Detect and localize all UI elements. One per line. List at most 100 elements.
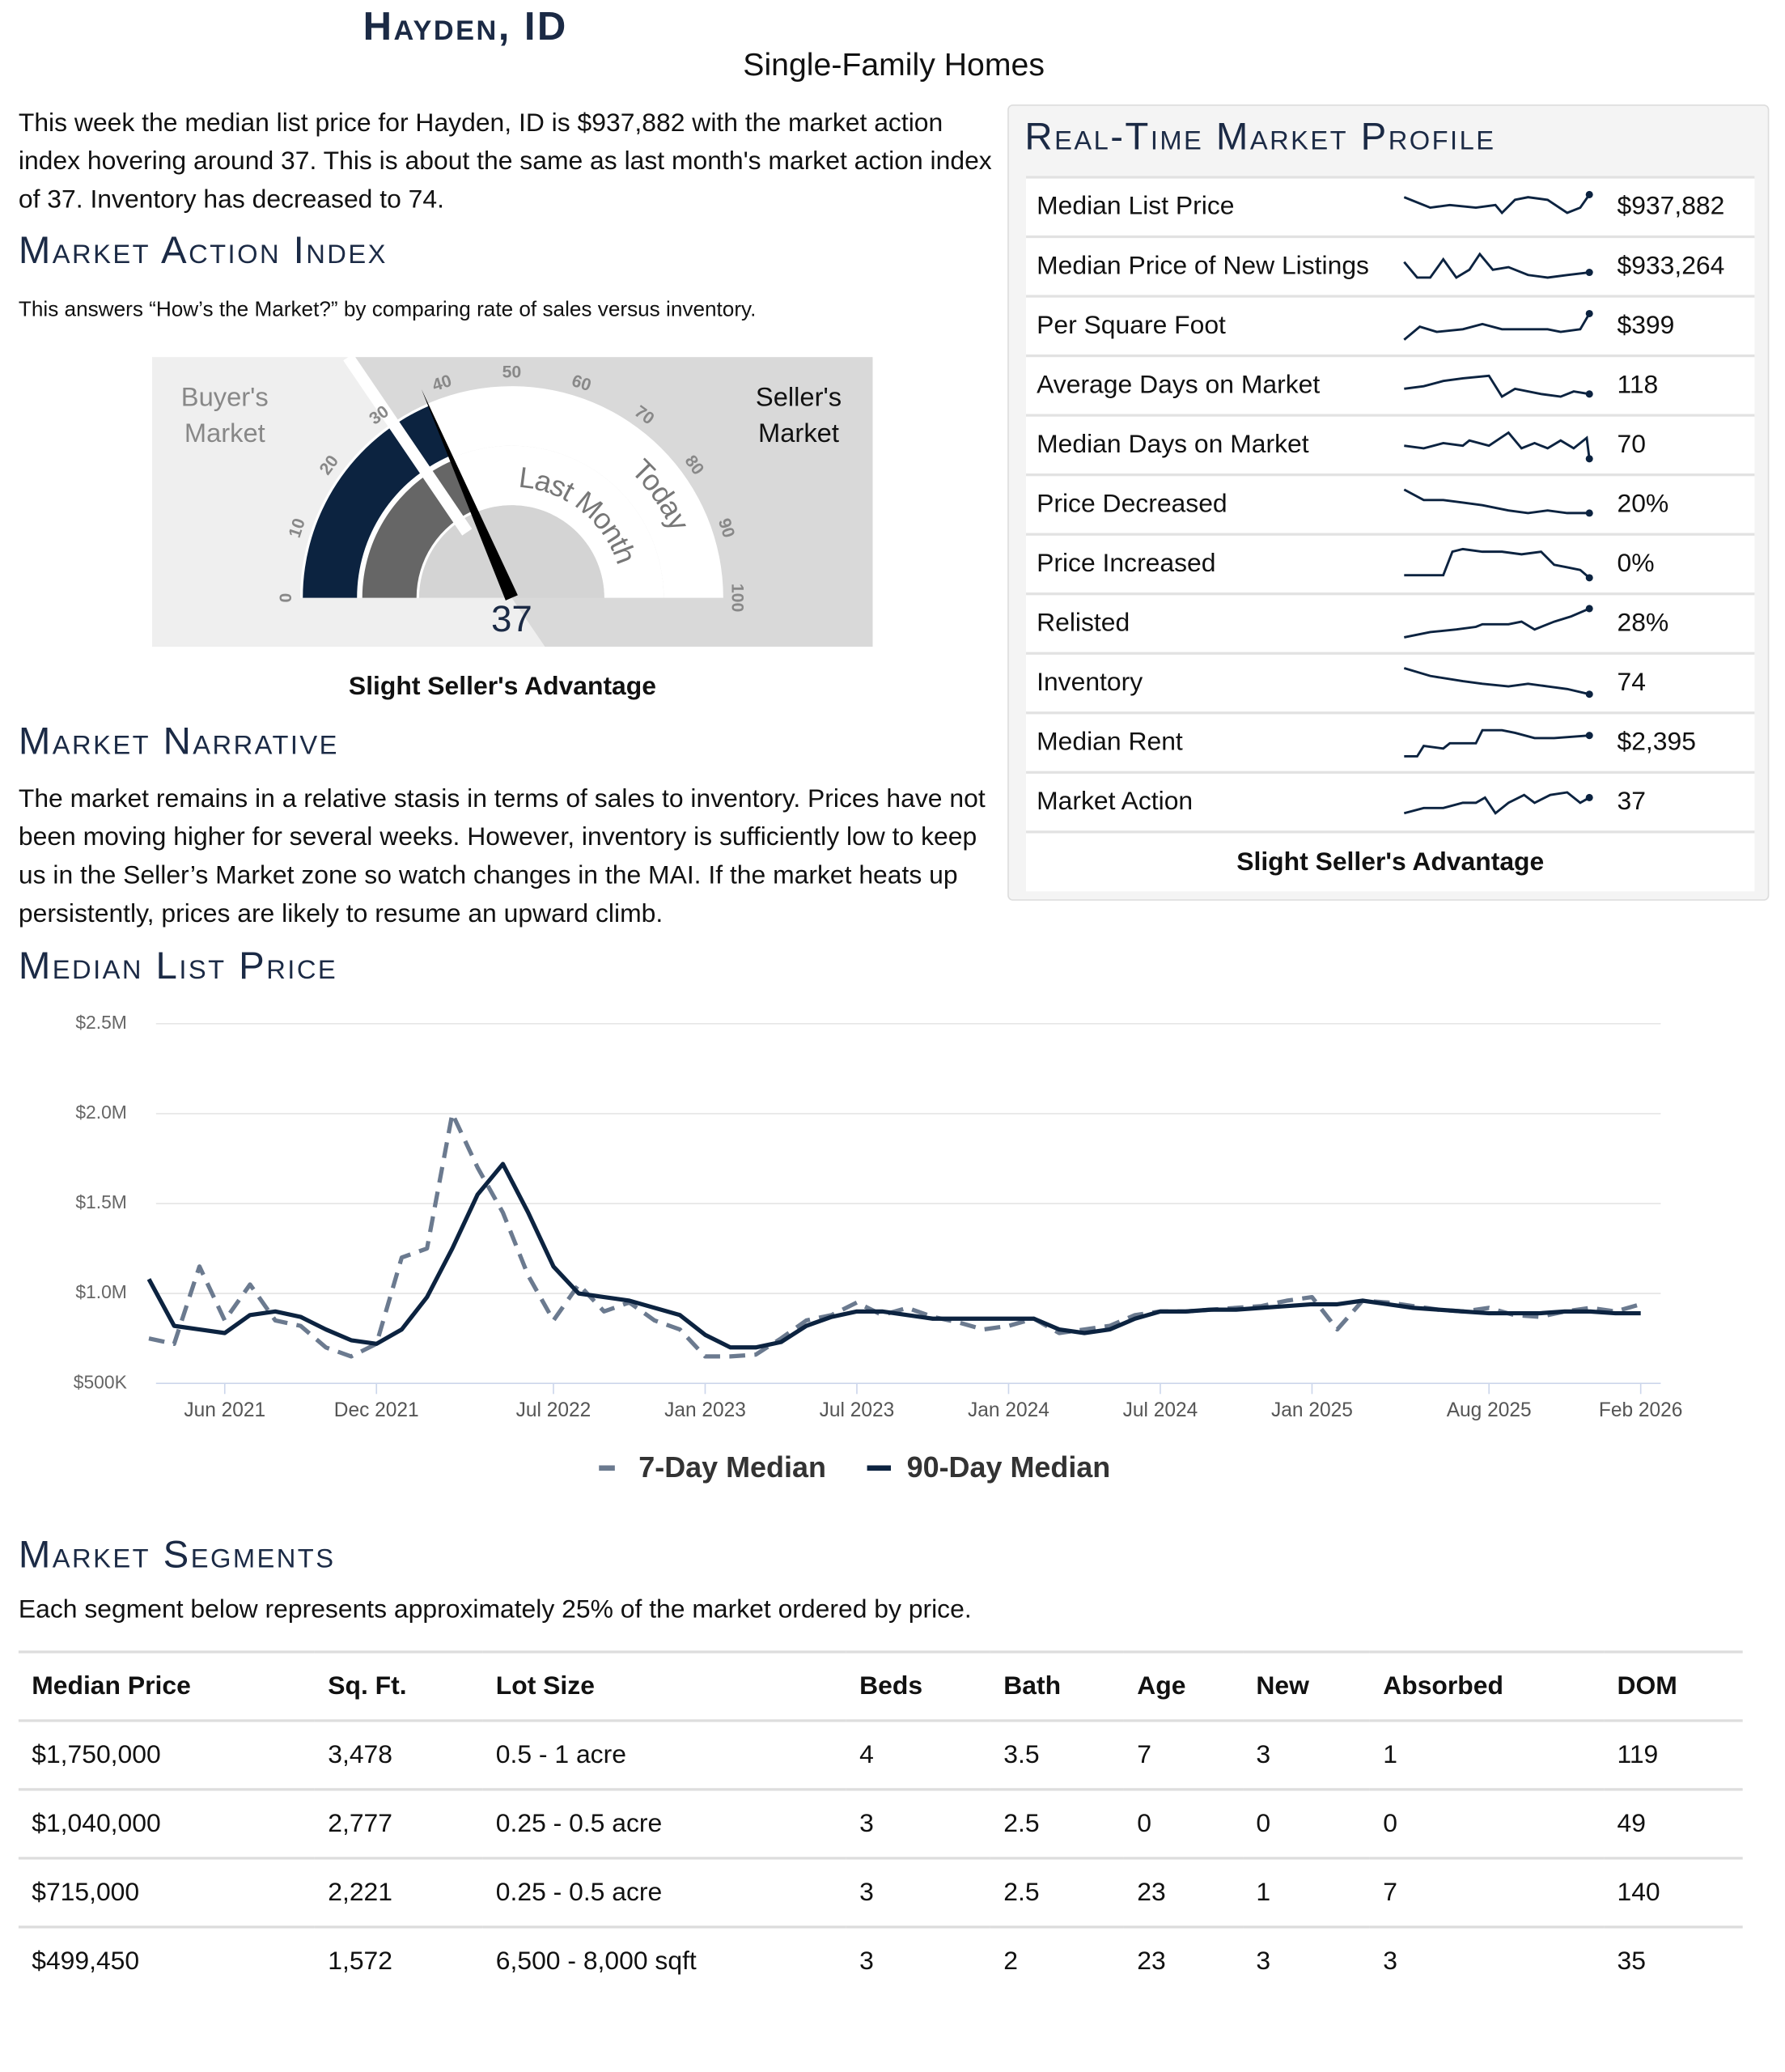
x-tick-label: Jan 2024 — [968, 1399, 1049, 1421]
gauge-value: 37 — [491, 598, 532, 639]
profile-label: Median Days on Market — [1037, 430, 1309, 460]
table-cell: 6,500 - 8,000 sqft — [495, 1946, 697, 1976]
sparkline — [1404, 430, 1593, 462]
x-tick-label: Jun 2021 — [184, 1399, 265, 1421]
profile-row: Median Price of New Listings $933,264 — [1026, 235, 1755, 295]
profile-status: Slight Seller's Advantage — [1026, 830, 1755, 891]
x-tick-label: Aug 2025 — [1447, 1399, 1532, 1421]
sparkline — [1404, 547, 1593, 581]
table-cell: 3 — [846, 1789, 990, 1860]
profile-value: 74 — [1617, 668, 1646, 698]
table-row: $499,450 1,572 6,500 - 8,000 sqft 3 2 23 3 3 35 — [19, 1927, 1743, 1994]
profile-label: Market Action — [1037, 787, 1194, 817]
profile-label: Inventory — [1037, 668, 1143, 698]
gauge-tick-label: 50 — [502, 362, 522, 381]
sparkline-path — [1403, 666, 1590, 695]
profile-row: Per Square Foot $399 — [1026, 295, 1755, 355]
y-tick-label: $2.0M — [75, 1102, 127, 1123]
section-heading: Market Action Index — [18, 230, 388, 273]
gauge-needle — [421, 388, 518, 601]
market-profile: Real-Time Market Profile Median List Pri… — [1007, 104, 1770, 901]
table-cell: 1 — [1243, 1858, 1370, 1929]
profile-value: 118 — [1617, 370, 1659, 400]
profile-table: Median List Price $937,882 Median Price of… — [1026, 176, 1755, 892]
sparkline-end — [1585, 190, 1593, 198]
y-tick-label: $500K — [74, 1371, 127, 1392]
table-row: $715,000 2,221 0.25 - 0.5 acre 3 2.5 23 1 7 140 — [18, 1858, 1743, 1929]
table-cell: 1 — [1369, 1720, 1605, 1791]
sparkline — [1403, 487, 1593, 516]
profile-value: $937,882 — [1617, 191, 1725, 221]
sparkline-end — [1585, 573, 1593, 581]
table-cell: 3 — [846, 1858, 990, 1929]
legend-label: 90-Day Median — [907, 1450, 1111, 1484]
sparkline-end — [1585, 508, 1593, 516]
table-cell: 2.5 — [990, 1789, 1124, 1860]
sparkline — [1404, 604, 1593, 639]
y-tick-label: $1.0M — [75, 1281, 127, 1302]
description: Each segment below represents approximat… — [18, 1594, 972, 1624]
profile-label: Relisted — [1037, 608, 1130, 638]
y-tick-label: $2.5M — [75, 1012, 127, 1033]
column-header: Bath — [990, 1650, 1124, 1722]
sparkline-path — [1404, 547, 1591, 579]
column-header: Sq. Ft. — [314, 1650, 483, 1722]
profile-label: Price Decreased — [1037, 489, 1227, 519]
table-cell: 119 — [1604, 1720, 1743, 1791]
table-cell: 3 — [1256, 1946, 1271, 1976]
table-cell: 0 — [1369, 1789, 1605, 1860]
sparkline-end — [1585, 793, 1593, 801]
profile-label: Median Rent — [1037, 727, 1183, 757]
table-cell: 49 — [1604, 1789, 1743, 1860]
sparkline-end — [1585, 309, 1593, 317]
profile-value: $399 — [1617, 311, 1675, 340]
table-cell: 23 — [1137, 1946, 1166, 1976]
sparkline — [1404, 373, 1593, 398]
profile-value: 70 — [1617, 430, 1646, 460]
table-cell: 35 — [1617, 1946, 1646, 1976]
table-cell: 1,572 — [328, 1946, 393, 1976]
sparkline-end — [1585, 604, 1593, 612]
page-title: Hayden, ID — [363, 5, 568, 49]
profile-row: Relisted 28% — [1026, 592, 1755, 652]
table-cell: 4 — [846, 1720, 990, 1791]
x-tick-label: Jul 2023 — [820, 1399, 895, 1421]
profile-value: 37 — [1617, 787, 1646, 817]
description: This answers “How’s the Market?” by comp… — [18, 299, 757, 322]
sparkline-path — [1404, 373, 1590, 398]
profile-value: $933,264 — [1617, 251, 1725, 281]
y-tick-label: $1.5M — [75, 1191, 127, 1212]
sparkline-path — [1403, 312, 1591, 341]
table-cell: 23 — [1123, 1858, 1244, 1929]
buyer-label: Buyer's Market — [180, 383, 269, 448]
profile-label: Price Increased — [1037, 549, 1216, 579]
table-cell: 7 — [1369, 1858, 1605, 1929]
profile-row: Median List Price $937,882 — [1026, 176, 1755, 236]
profile-label: Average Days on Market — [1037, 370, 1321, 400]
column-header: Absorbed — [1369, 1650, 1605, 1722]
table-cell: 7 — [1123, 1720, 1244, 1791]
sparkline — [1403, 190, 1593, 214]
table-cell: 2 — [1003, 1946, 1019, 1976]
sparkline-end — [1585, 268, 1593, 276]
profile-row: Average Days on Market 118 — [1026, 354, 1755, 414]
seller-label: Seller's Market — [755, 383, 842, 448]
table-cell: 3,478 — [314, 1720, 483, 1791]
profile-label: Median List Price — [1037, 191, 1235, 221]
x-tick-label: Feb 2026 — [1599, 1399, 1683, 1421]
column-header: DOM — [1604, 1650, 1743, 1722]
table-cell: 2,777 — [314, 1789, 483, 1860]
section-heading: Market Segments — [18, 1534, 336, 1577]
x-tick-label: Jul 2024 — [1123, 1399, 1198, 1421]
column-header: Beds — [846, 1650, 990, 1722]
sparkline — [1403, 251, 1593, 279]
sparkline — [1403, 666, 1593, 698]
sparkline-end — [1585, 690, 1593, 698]
profile-row: Market Action 37 — [1026, 771, 1755, 831]
sparkline-path — [1403, 790, 1590, 815]
column-header: New — [1243, 1650, 1370, 1722]
table-cell: 0 — [1243, 1789, 1370, 1860]
column-header: Median Price — [18, 1650, 315, 1722]
table-cell: 3 — [1243, 1720, 1370, 1791]
